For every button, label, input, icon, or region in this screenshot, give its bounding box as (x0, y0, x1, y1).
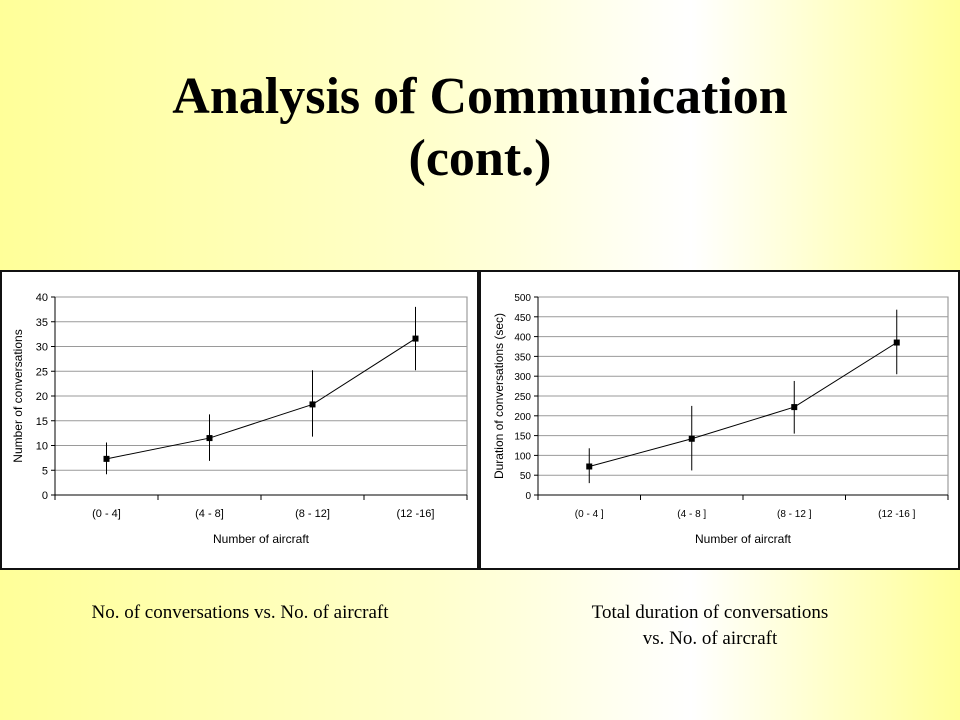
chart2-y-tick-label: 400 (514, 333, 531, 344)
chart1-y-tick-label: 30 (36, 342, 48, 354)
chart1-y-tick-label: 40 (36, 292, 48, 304)
chart2-y-tick-label: 450 (514, 313, 531, 324)
chart2-data-point (893, 339, 900, 346)
chart1-y-tick-label: 10 (36, 441, 48, 453)
chart2-x-tick-label: (8 - 12 ] (777, 509, 812, 520)
chart1-x-axis-label: Number of aircraft (213, 532, 310, 546)
chart1-x-tick-label: (0 - 4] (92, 508, 121, 520)
chart1-y-axis-label: Number of conversations (11, 329, 25, 462)
chart2-y-tick-label: 300 (514, 372, 531, 383)
chart2-x-tick-label: (12 -16 ] (878, 509, 915, 520)
slide-title-line-1: Analysis of Communication (172, 68, 788, 125)
right-caption-line-1: Total duration of conversations (591, 602, 829, 623)
slide-title: Analysis of Communication (cont.) (0, 66, 960, 190)
chart1-y-tick-label: 0 (42, 490, 48, 502)
chart2-data-point (791, 404, 798, 411)
chart2-y-axis-label: Duration of conversations (sec) (492, 313, 506, 479)
left-chart-caption: No. of conversations vs. No. of aircraft (30, 600, 450, 626)
chart2-y-tick-label: 250 (514, 392, 531, 403)
chart1-data-point (412, 335, 419, 342)
chart1-y-tick-label: 5 (42, 465, 48, 477)
chart1-x-tick-label: (8 - 12] (295, 508, 330, 520)
conversations-count-chart: 0 5 10 15 20 25 30 35 40 (0 - 4] (4 - 8] (8 - 12] (1… (0, 270, 479, 570)
conversations-count-chart-svg: 0 5 10 15 20 25 30 35 40 (0 - 4] (4 - 8] (8 - 12] (1… (11, 292, 468, 546)
conversations-duration-chart-svg: 0 50 100 150 200 250 300 350 400 450 500 (0 - 4 ] (4… (492, 293, 949, 546)
chart2-series-line (589, 342, 898, 467)
chart2-x-tick-label: (4 - 8 ] (677, 509, 706, 520)
right-caption-line-2: vs. No. of aircraft (642, 628, 778, 649)
chart1-x-tick-label: (4 - 8] (195, 508, 224, 520)
chart2-y-tick-label: 0 (525, 491, 531, 502)
chart2-x-tick-label: (0 - 4 ] (575, 509, 604, 520)
chart2-y-tick-label: 500 (514, 293, 531, 304)
chart1-data-point (206, 435, 213, 442)
chart2-y-tick-label: 50 (520, 471, 532, 482)
chart2-data-point (586, 463, 593, 470)
slide-title-line-2: (cont.) (408, 130, 552, 187)
chart1-x-tick-label: (12 -16] (397, 508, 435, 520)
chart1-data-point (103, 455, 110, 462)
chart2-y-tick-label: 100 (514, 451, 531, 462)
chart2-data-point (688, 435, 695, 442)
chart2-y-tick-label: 150 (514, 432, 531, 443)
chart2-y-tick-label: 350 (514, 352, 531, 363)
chart1-y-tick-label: 25 (36, 366, 48, 378)
left-caption-line-1: No. of conversations vs. No. of aircraft (91, 602, 389, 623)
chart2-y-tick-label: 200 (514, 412, 531, 423)
chart1-series-line (106, 338, 416, 460)
chart2-x-axis-label: Number of aircraft (695, 532, 792, 546)
chart1-y-tick-label: 35 (36, 317, 48, 329)
conversations-duration-chart: 0 50 100 150 200 250 300 350 400 450 500 (0 - 4 ] (4… (479, 270, 960, 570)
chart1-y-tick-label: 15 (36, 416, 48, 428)
chart1-data-point (309, 401, 316, 408)
chart1-y-tick-label: 20 (36, 391, 48, 403)
right-chart-caption: Total duration of conversations vs. No. … (500, 600, 920, 652)
